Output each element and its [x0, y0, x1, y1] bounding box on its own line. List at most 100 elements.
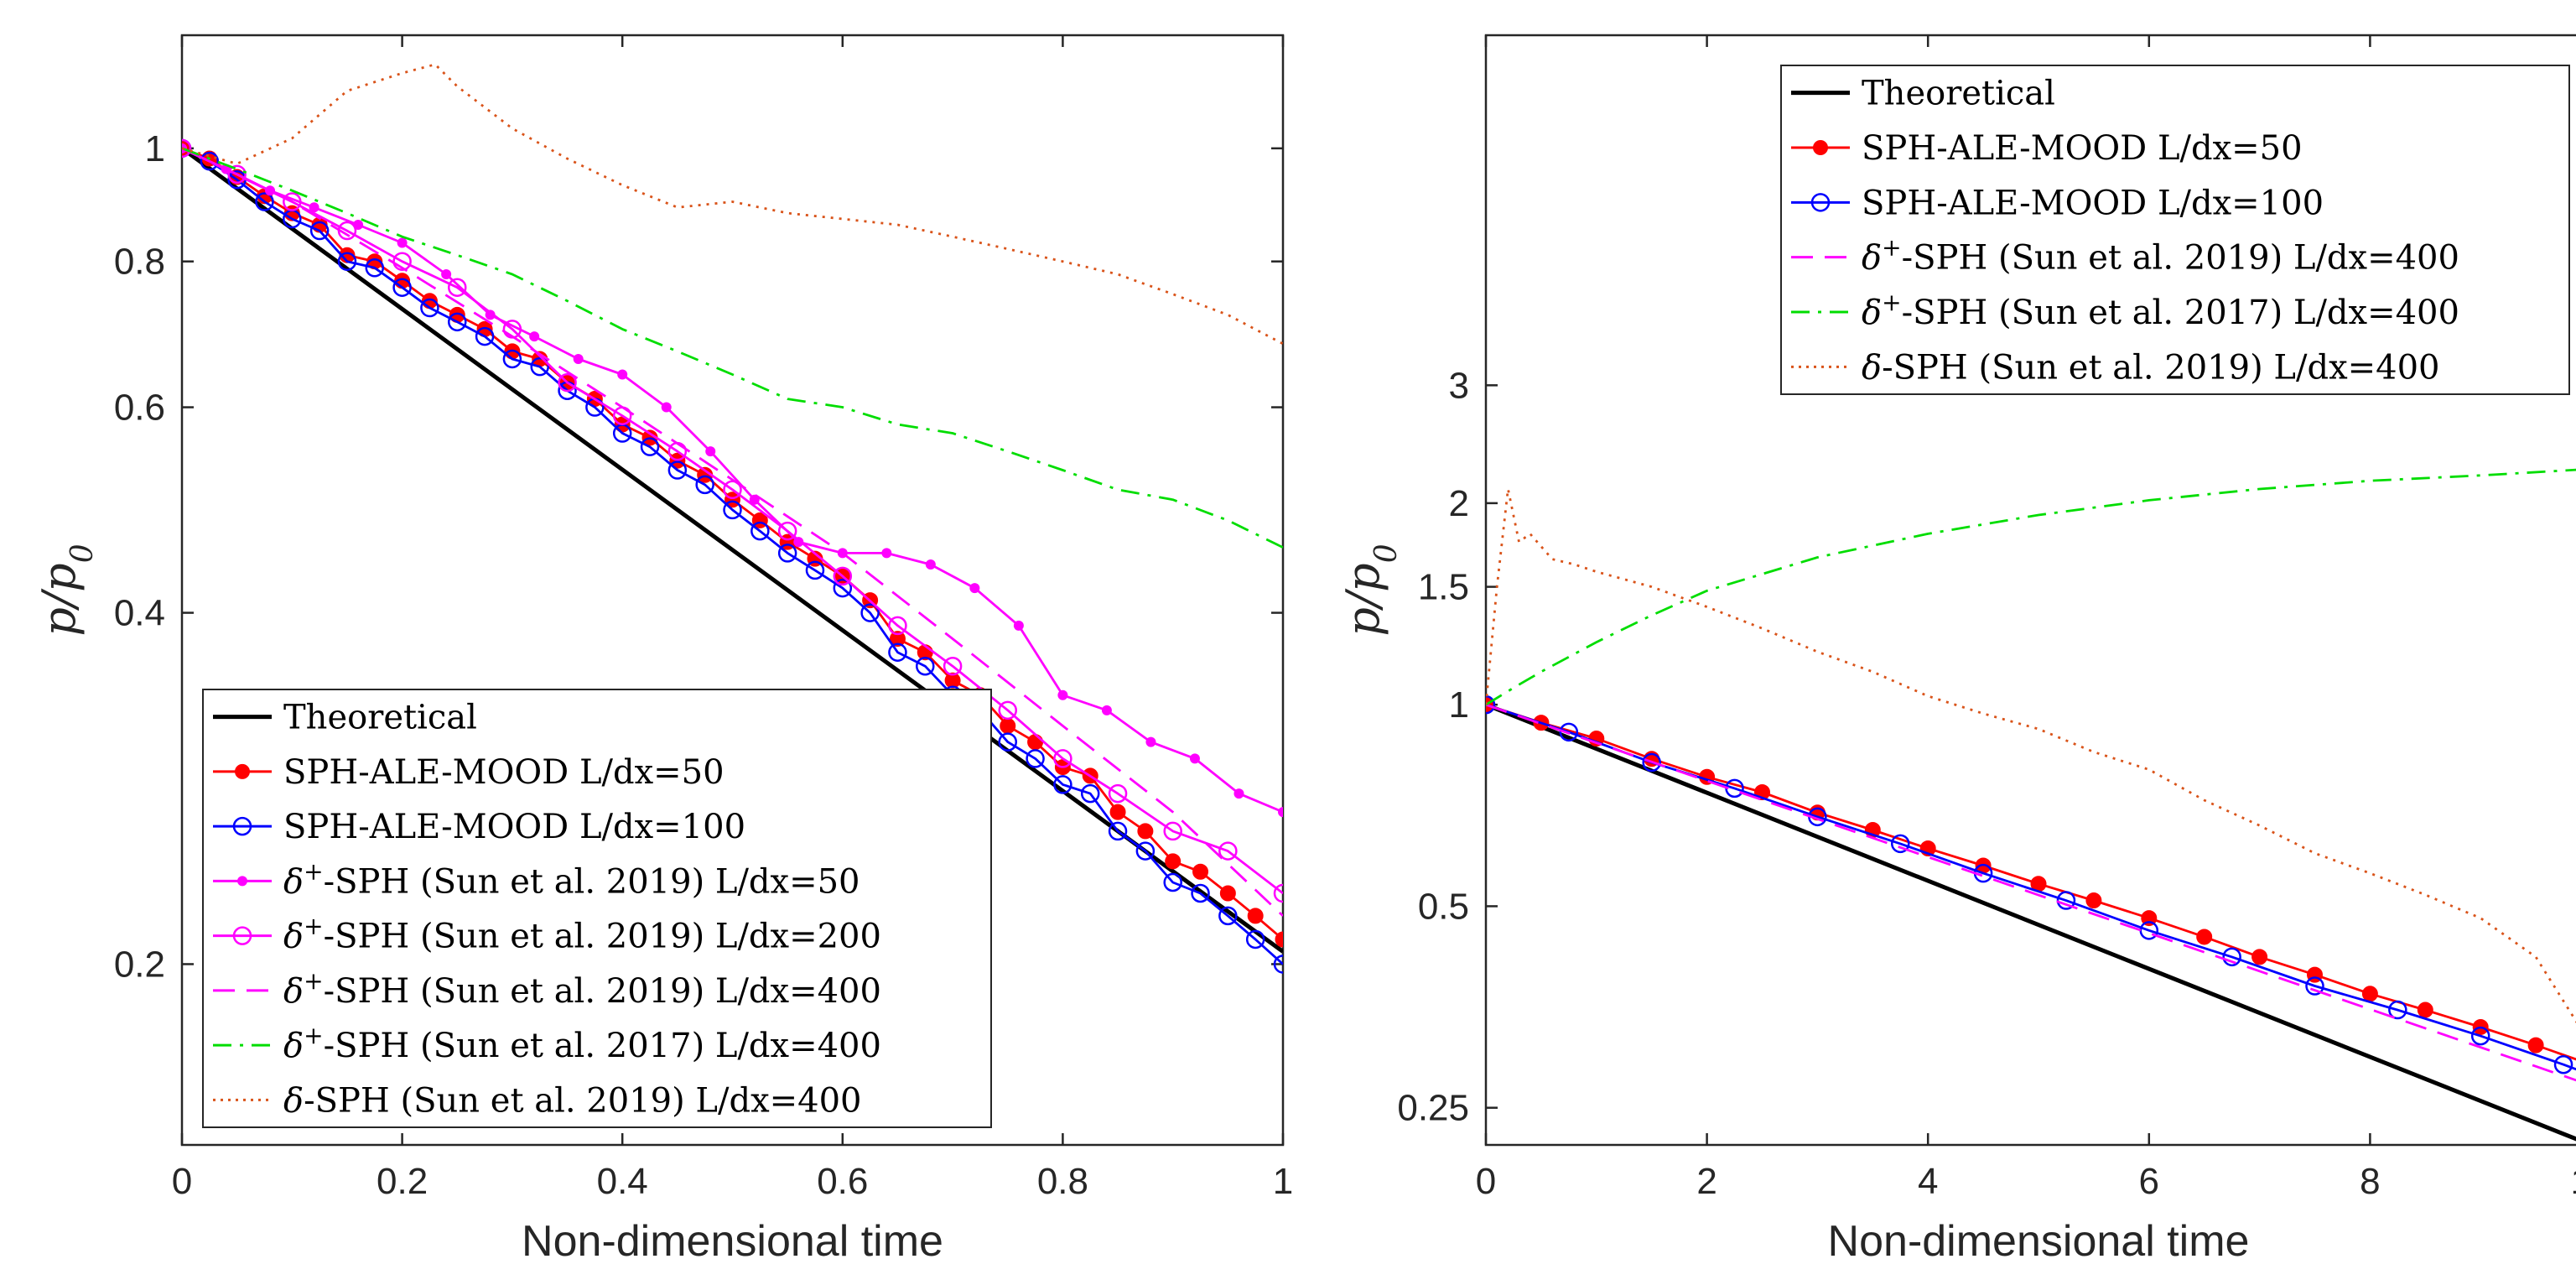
- series-point: [640, 437, 660, 456]
- series-point: [889, 631, 906, 648]
- series-point: [1026, 749, 1045, 768]
- series-point: [529, 331, 540, 342]
- y-tick-label: 0.4: [114, 593, 165, 634]
- series-point: [1053, 749, 1072, 768]
- y-tick-label: 0.8: [114, 242, 165, 283]
- series-point: [182, 138, 192, 159]
- x-tick-label: 0: [1476, 1161, 1496, 1202]
- series-point: [2470, 1026, 2490, 1046]
- series-point: [888, 642, 907, 662]
- series-point: [2417, 1001, 2433, 1018]
- series-point: [1163, 821, 1182, 841]
- series-line-3: [182, 147, 1283, 814]
- series-point: [943, 656, 963, 676]
- x-tick-label: 0: [172, 1161, 192, 1202]
- legend-label: SPH-ALE-MOOD L/dx=100: [1862, 184, 2324, 222]
- y-tick-label: 0.25: [1397, 1088, 1469, 1129]
- series-point: [1108, 821, 1128, 841]
- x-tick-label: 1: [1273, 1161, 1293, 1202]
- series-point: [1559, 722, 1579, 742]
- legend-marker: [232, 816, 252, 836]
- series-point: [998, 732, 1017, 752]
- legend-marker: [232, 926, 252, 945]
- series-point: [1273, 883, 1283, 903]
- legend-label: SPH-ALE-MOOD L/dx=100: [283, 808, 745, 846]
- series-point: [916, 656, 935, 676]
- series-line-5: [182, 147, 1283, 917]
- series-point: [1165, 853, 1182, 870]
- legend-label: δ+-SPH (Sun et al. 2017) L/dx=400: [1862, 289, 2459, 333]
- series-point: [777, 521, 797, 541]
- series-line-0: [1486, 702, 2576, 1142]
- series-point: [1145, 736, 1156, 747]
- legend-label: SPH-ALE-MOOD L/dx=50: [283, 753, 724, 792]
- series-point: [1642, 752, 1661, 773]
- x-tick-label: 4: [1918, 1161, 1938, 1202]
- legend-label: SPH-ALE-MOOD L/dx=50: [1862, 129, 2303, 168]
- chart-left: 0 0.2 0.4 0.6 0.8 1 0.2 0.4 0.6 0.8 1 Non-dimension…: [33, 34, 1293, 1266]
- legend-marker: [235, 763, 250, 779]
- x-axis-label: Non-dimensional time: [522, 1217, 943, 1266]
- series-point: [441, 268, 452, 279]
- series-point: [1189, 753, 1200, 764]
- series-point: [1057, 689, 1068, 700]
- series-point: [1245, 929, 1265, 949]
- series-point: [365, 258, 385, 278]
- series-point: [1137, 823, 1154, 840]
- series-point: [1218, 841, 1238, 861]
- series-point: [558, 372, 577, 393]
- legend-label: δ+-SPH (Sun et al. 2019) L/dx=200: [283, 912, 881, 956]
- legend-marker: [237, 876, 247, 887]
- x-tick-label: 0.8: [1037, 1161, 1088, 1202]
- series-point: [2527, 1037, 2544, 1053]
- series-point: [723, 500, 742, 520]
- series-point: [2251, 949, 2268, 965]
- series-point: [2305, 976, 2324, 996]
- series-point: [1053, 775, 1072, 794]
- legend-label: δ-SPH (Sun et al. 2019) L/dx=400: [1862, 348, 2439, 387]
- series-point: [337, 252, 357, 271]
- legend-label: Theoretical: [283, 699, 477, 737]
- legend-marker: [1813, 140, 1828, 155]
- series-point: [1233, 788, 1244, 799]
- series-point: [485, 310, 496, 320]
- series-point: [777, 544, 797, 563]
- x-tick-label: 6: [2139, 1161, 2159, 1202]
- series-point: [1101, 705, 1112, 715]
- series-point: [1891, 834, 1910, 854]
- series-point: [1109, 804, 1126, 820]
- series-point: [448, 312, 467, 332]
- series-point: [833, 578, 853, 598]
- series-point: [309, 202, 319, 213]
- series-point: [392, 278, 412, 297]
- series-point: [475, 326, 495, 346]
- series-point: [573, 353, 584, 364]
- y-tick-label: 3: [1449, 365, 1469, 406]
- series-line-4: [1486, 468, 2576, 706]
- legend: Theoretical SPH-ALE-MOOD L/dx=50 SPH-ALE-M…: [1780, 65, 2570, 395]
- x-tick-label: 8: [2360, 1161, 2380, 1202]
- series-group: [182, 63, 1283, 974]
- series-point: [667, 460, 688, 480]
- series-line-4: [182, 147, 1283, 895]
- series-line-0: [182, 146, 1283, 954]
- series-point: [881, 548, 892, 559]
- x-tick-label: 0.6: [817, 1161, 868, 1202]
- series-point: [2222, 947, 2241, 967]
- x-tick-label: 10: [2571, 1161, 2576, 1202]
- series-point: [944, 672, 961, 689]
- series-point: [2553, 1054, 2573, 1074]
- x-tick-label: 0.2: [377, 1161, 428, 1202]
- x-tick-label: 0.4: [597, 1161, 648, 1202]
- legend-label: δ+-SPH (Sun et al. 2019) L/dx=400: [1862, 233, 2459, 278]
- y-axis-label: p/p0: [1337, 544, 1404, 636]
- series-point: [420, 298, 439, 318]
- series-point: [1191, 883, 1210, 903]
- legend-box: [1780, 65, 2570, 395]
- series-point: [2196, 929, 2213, 945]
- series-line-7: [182, 63, 1283, 346]
- y-tick-label: 1.5: [1418, 567, 1469, 608]
- y-tick-label: 1: [145, 128, 165, 169]
- plot-frame: [180, 34, 1285, 1147]
